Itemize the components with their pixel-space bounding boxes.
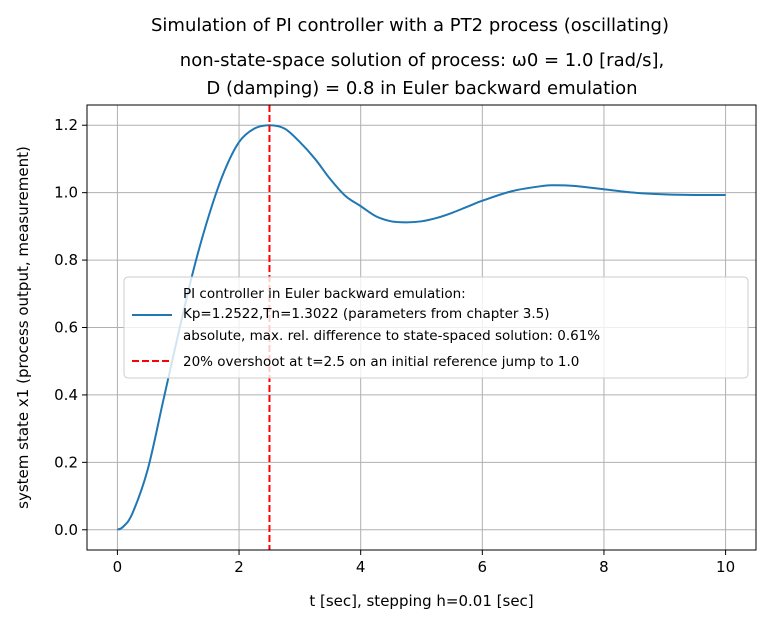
legend-entry-pi-controller-line-2: Kp=1.2522,Tn=1.3022 (parameters from cha… (183, 306, 549, 322)
x-tick-label: 2 (234, 558, 244, 576)
y-tick-label: 1.0 (54, 184, 78, 202)
legend-box (123, 276, 749, 379)
x-tick-label: 4 (356, 558, 366, 576)
y-tick-label: 0.4 (54, 386, 78, 404)
y-tick-label: 0.2 (54, 453, 78, 471)
x-axis-label: t [sec], stepping h=0.01 [sec] (309, 592, 533, 610)
y-tick-label: 1.2 (54, 116, 78, 134)
y-tick-label: 0.0 (54, 521, 78, 539)
chart-title: Simulation of PI controller with a PT2 p… (151, 15, 669, 99)
x-tick-label: 6 (478, 558, 488, 576)
chart-title-line-1: Simulation of PI controller with a PT2 p… (151, 15, 669, 36)
chart-title-line-3: D (damping) = 0.8 in Euler backward emul… (206, 78, 637, 99)
axis-ticks: 0 2 4 6 8 10 0.0 0.2 0.4 0.6 0.8 1.0 1.2 (54, 116, 735, 576)
x-tick-label: 10 (716, 558, 735, 576)
legend-entry-pi-controller-line-1: PI controller in Euler backward emulatio… (183, 286, 466, 302)
legend: PI controller in Euler backward emulatio… (123, 276, 749, 379)
y-tick-label: 0.6 (54, 319, 78, 337)
legend-entry-pi-controller-line-3: absolute, max. rel. difference to state-… (183, 328, 600, 344)
chart-title-line-2: non-state-space solution of process: ω0 … (180, 50, 664, 71)
legend-entry-overshoot-marker: 20% overshoot at t=2.5 on an initial ref… (183, 354, 579, 370)
y-tick-label: 0.8 (54, 251, 78, 269)
x-tick-label: 8 (599, 558, 609, 576)
x-tick-label: 0 (113, 558, 123, 576)
y-axis-label: system state x1 (process output, measure… (14, 146, 32, 509)
